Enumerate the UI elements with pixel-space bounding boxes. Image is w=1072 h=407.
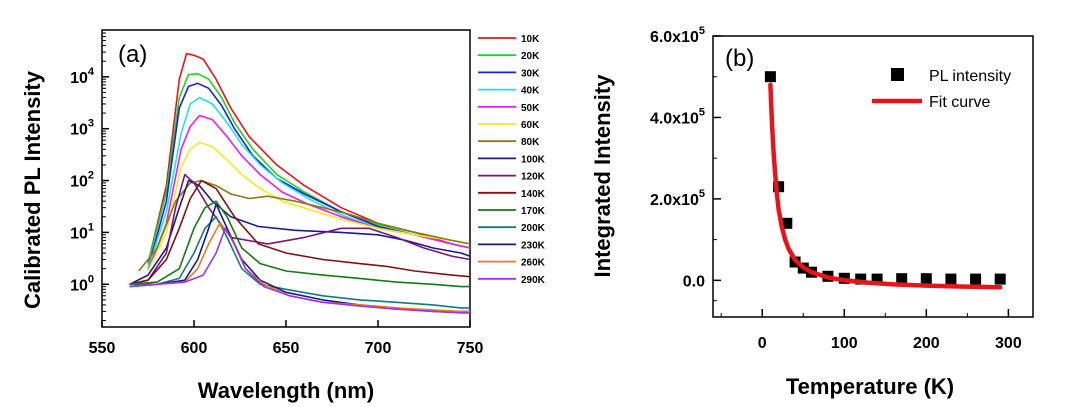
panel-b-x-ticks: 0 100 200 300 [720, 309, 1022, 352]
panel-a-series-line-40k [147, 96, 471, 269]
panel-b-data-point [871, 273, 883, 285]
panel-a-series-line-140k [129, 179, 471, 286]
panel-a-x-tick-label: 700 [365, 340, 392, 357]
panel-a-legend-label: 30K [521, 68, 540, 79]
panel-b-x-tick-label: 0 [758, 335, 767, 352]
panel-b-y-tick-label: 6.0x105 [650, 25, 705, 46]
panel-b-x-tick-label: 100 [831, 335, 858, 352]
panel-a-legend-label: 60K [521, 120, 540, 131]
panel-b-y-tick-label: 4.0x105 [650, 106, 705, 127]
panel-a-legend-label: 290K [521, 275, 546, 286]
panel-a-legend-label: 170K [521, 206, 546, 217]
panel-b-data-point [773, 181, 785, 193]
panel-a-series-line-230k [129, 203, 470, 313]
panel-b-data-point [920, 273, 932, 285]
panel-a-legend-label: 10K [521, 34, 540, 45]
panel-b-tag: (b) [725, 45, 754, 72]
panel-a-y-tick-label: 103 [70, 118, 94, 139]
panel-b-y-tick-label: 0.0 [683, 273, 705, 290]
panel-a-y-axis-title: Calibrated PL Intensity [20, 70, 45, 309]
panel-a-legend-label: 50K [521, 103, 540, 114]
panel-a-legend-label: 120K [521, 172, 546, 183]
panel-a-x-ticks: 550 600 650 700 750 [89, 320, 484, 357]
panel-b-legend-label-pl: PL intensity [929, 68, 1011, 85]
panel-a-series-line-200k [129, 216, 470, 309]
panel-a-x-tick-label: 650 [273, 340, 300, 357]
panel-a-series-group [129, 52, 471, 314]
panel-a-legend-label: 40K [521, 86, 540, 97]
panel-a-series-line-80k [138, 179, 471, 272]
panel-a-x-tick-label: 600 [181, 340, 208, 357]
panel-a-y-tick-label: 102 [70, 170, 94, 191]
panel-b-data-point [945, 273, 957, 285]
panel-b-series-group [764, 71, 1006, 290]
panel-b-data-point [781, 217, 793, 229]
panel-b-data-point [764, 71, 776, 83]
panel-a-legend-label: 140K [521, 189, 546, 200]
panel-b-data-point [994, 273, 1006, 285]
panel-a-chart: 550 600 650 700 750 100 101 102 103 104 (a) Wave… [20, 29, 546, 403]
panel-b-y-tick-label: 2.0x105 [650, 188, 705, 209]
panel-b-x-axis-title: Temperature (K) [786, 374, 954, 399]
panel-b-data-point [970, 273, 982, 285]
panel-a-legend-label: 230K [521, 240, 546, 251]
panel-a-series-line-60k [147, 141, 471, 272]
panel-b-y-ticks: 0.0 2.0x105 4.0x105 6.0x105 [650, 25, 721, 302]
panel-a-legend: 10K 20K 30K 40K 50K 60K 80K 100K 120K 140K 170K 200… [478, 34, 546, 286]
panel-a-series-line-290k [129, 227, 470, 314]
panel-a-y-tick-label: 104 [70, 66, 95, 87]
panel-b-fit-curve-line [768, 82, 1003, 290]
panel-a-legend-label: 100K [521, 154, 546, 165]
panel-b-x-tick-label: 300 [995, 335, 1022, 352]
panel-a-series-line-100k [129, 179, 471, 286]
panel-a-series-line-170k [129, 200, 470, 288]
panel-b-legend-label-fit: Fit curve [929, 94, 990, 111]
panel-b-legend-swatch-pl [891, 68, 904, 81]
panel-a-tag: (a) [118, 41, 147, 68]
panel-a-series-line-10k [147, 52, 471, 264]
panel-b-y-axis-title: Integrated Intensity [590, 74, 615, 278]
panel-a-y-tick-label: 100 [70, 273, 94, 294]
panel-a-legend-label: 20K [521, 51, 540, 62]
panel-a-series-line-30k [147, 82, 471, 269]
panel-a-legend-label: 260K [521, 258, 546, 269]
panel-b-data-point [855, 273, 867, 285]
panel-a-x-tick-label: 750 [457, 340, 484, 357]
panel-a-series-line-260k [129, 222, 470, 313]
panel-a-x-axis-title: Wavelength (nm) [198, 378, 374, 403]
panel-a-y-ticks: 100 101 102 103 104 [70, 29, 109, 322]
panel-b-plot-frame [712, 35, 1034, 318]
panel-a-series-line-120k [129, 173, 471, 286]
panel-a-y-tick-label: 101 [70, 221, 94, 242]
panel-b-data-point [896, 273, 908, 285]
panel-a-legend-label: 80K [521, 137, 540, 148]
panel-b-legend: PL intensity Fit curve [872, 68, 1011, 111]
panel-a-x-tick-label: 550 [89, 340, 116, 357]
panel-b-x-tick-label: 200 [913, 335, 940, 352]
panel-a-legend-label: 200K [521, 223, 546, 234]
